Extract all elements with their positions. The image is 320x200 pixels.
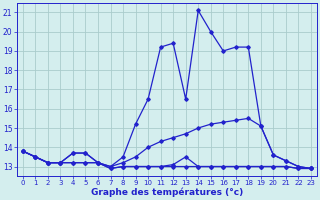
X-axis label: Graphe des températures (°c): Graphe des températures (°c)	[91, 188, 243, 197]
